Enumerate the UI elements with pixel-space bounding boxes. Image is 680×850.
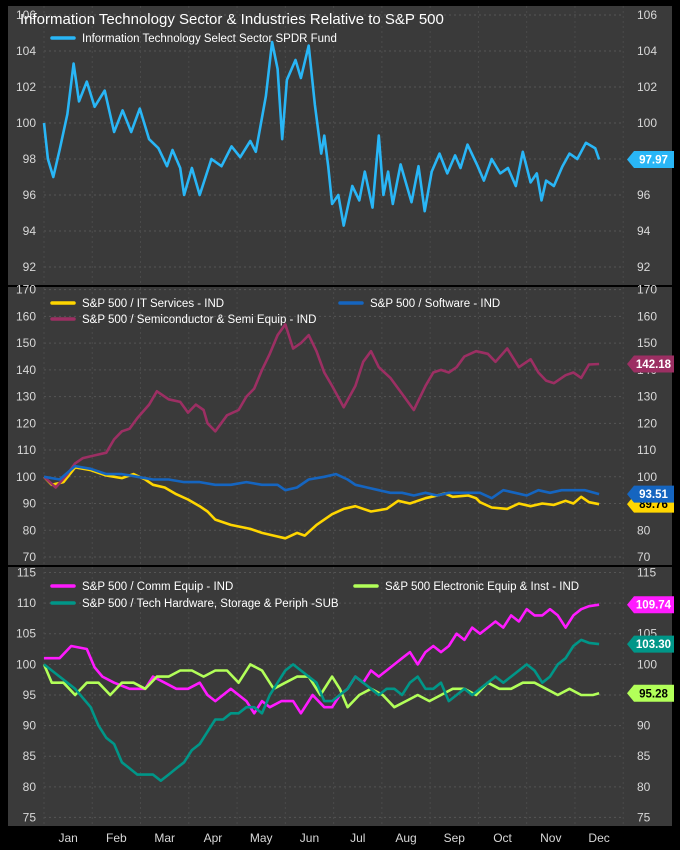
panel-2-background xyxy=(8,287,672,565)
y-tick-label-right: 150 xyxy=(637,336,657,350)
end-value-badge xyxy=(627,596,674,614)
y-tick-label-left: 120 xyxy=(16,416,36,430)
y-tick-label-right: 170 xyxy=(637,283,657,297)
y-tick-label-right: 100 xyxy=(637,116,657,130)
y-tick-label-left: 70 xyxy=(23,550,37,564)
x-tick-label-mar: Mar xyxy=(154,831,175,845)
x-tick-label-jan: Jan xyxy=(58,831,77,845)
y-tick-label-left: 75 xyxy=(23,810,37,824)
y-tick-label-left: 110 xyxy=(17,443,36,457)
y-tick-label-right: 100 xyxy=(637,657,657,671)
x-tick-label-jul: Jul xyxy=(350,831,365,845)
y-tick-label-left: 104 xyxy=(16,44,36,58)
x-tick-label-aug: Aug xyxy=(395,831,416,845)
y-tick-label-right: 106 xyxy=(637,8,657,22)
y-tick-label-right: 94 xyxy=(637,224,651,238)
y-tick-label-left: 110 xyxy=(17,596,36,610)
panel-1-background xyxy=(8,6,672,285)
x-tick-label-nov: Nov xyxy=(540,831,561,845)
y-tick-label-left: 85 xyxy=(23,749,37,763)
y-tick-label-left: 94 xyxy=(23,224,37,238)
y-tick-label-left: 150 xyxy=(16,336,36,350)
y-tick-label-left: 98 xyxy=(23,152,37,166)
x-tick-label-apr: Apr xyxy=(204,831,223,845)
y-tick-label-right: 102 xyxy=(637,80,657,94)
y-tick-label-right: 104 xyxy=(637,44,657,58)
x-tick-label-feb: Feb xyxy=(106,831,127,845)
legend-item-information-technology-select-sector-spdr-fund: Information Technology Select Sector SPD… xyxy=(82,33,337,45)
y-tick-label-left: 80 xyxy=(23,523,37,537)
y-tick-label-left: 96 xyxy=(23,188,37,202)
x-tick-label-sep: Sep xyxy=(444,831,466,845)
end-value-badge xyxy=(627,355,674,373)
end-value-badge xyxy=(627,635,674,653)
y-tick-label-left: 130 xyxy=(16,390,36,404)
y-tick-label-left: 105 xyxy=(16,627,36,641)
legend-item-s-p-500-it-services-ind: S&P 500 / IT Services - IND xyxy=(82,298,224,310)
y-tick-label-right: 92 xyxy=(637,260,651,274)
y-tick-label-right: 120 xyxy=(637,416,657,430)
y-tick-label-right: 90 xyxy=(637,719,651,733)
series-line-s-p-500-electronic-equip-inst-ind xyxy=(42,663,600,709)
y-tick-label-left: 140 xyxy=(16,363,36,377)
series-line-information-technology-select-sector-spdr-fund xyxy=(42,40,601,227)
end-value-label: 142.18 xyxy=(636,359,672,371)
series-line-s-p-500-tech-hardware-storage-periph-sub xyxy=(43,638,600,782)
chart-title: Information Technology Sector & Industri… xyxy=(20,11,444,28)
y-tick-label-right: 75 xyxy=(637,810,651,824)
y-tick-label-left: 106 xyxy=(16,8,36,22)
legend-item-s-p-500-comm-equip-ind: S&P 500 / Comm Equip - IND xyxy=(82,581,233,593)
y-tick-label-left: 100 xyxy=(16,657,36,671)
end-value-badge xyxy=(627,151,674,169)
y-tick-label-left: 95 xyxy=(23,688,37,702)
y-tick-label-left: 90 xyxy=(23,719,37,733)
y-tick-label-left: 170 xyxy=(16,283,36,297)
y-tick-label-left: 80 xyxy=(23,780,37,794)
end-value-label: 97.97 xyxy=(639,155,668,167)
y-tick-label-right: 115 xyxy=(637,566,656,580)
end-value-label: 109.74 xyxy=(636,600,672,612)
series-line-s-p-500-software-ind xyxy=(43,464,600,500)
y-tick-label-right: 85 xyxy=(637,749,651,763)
y-tick-label-left: 115 xyxy=(17,566,36,580)
y-tick-label-left: 90 xyxy=(23,497,37,511)
y-tick-label-left: 92 xyxy=(23,260,37,274)
legend-item-s-p-500-software-ind: S&P 500 / Software - IND xyxy=(370,298,500,310)
series-line-s-p-500-it-services-ind xyxy=(43,466,600,540)
x-tick-label-oct: Oct xyxy=(493,831,512,845)
x-tick-label-may: May xyxy=(250,831,273,845)
y-tick-label-right: 80 xyxy=(637,780,651,794)
y-tick-label-left: 100 xyxy=(16,116,36,130)
x-tick-label-dec: Dec xyxy=(588,831,609,845)
y-tick-label-right: 130 xyxy=(637,390,657,404)
y-tick-label-right: 160 xyxy=(637,309,657,323)
series-line-s-p-500-semiconductor-semi-equip-ind xyxy=(43,323,600,489)
y-tick-label-right: 96 xyxy=(637,188,651,202)
y-tick-label-right: 100 xyxy=(637,470,657,484)
y-tick-label-left: 102 xyxy=(16,80,36,94)
y-tick-label-left: 100 xyxy=(16,470,36,484)
end-value-label: 103.30 xyxy=(636,639,671,651)
x-tick-label-jun: Jun xyxy=(300,831,319,845)
y-tick-label-right: 80 xyxy=(637,523,651,537)
end-value-label: 95.28 xyxy=(639,688,668,700)
y-tick-label-left: 160 xyxy=(16,309,36,323)
legend-item-s-p-500-semiconductor-semi-equip-ind: S&P 500 / Semiconductor & Semi Equip - I… xyxy=(82,314,316,326)
legend-item-s-p-500-tech-hardware-storage-periph-sub: S&P 500 / Tech Hardware, Storage & Perip… xyxy=(82,598,339,610)
end-value-badge xyxy=(627,485,674,503)
y-tick-label-right: 110 xyxy=(637,443,656,457)
end-value-badge xyxy=(627,684,674,702)
y-tick-label-right: 70 xyxy=(637,550,651,564)
legend-item-s-p-500-electronic-equip-inst-ind: S&P 500 Electronic Equip & Inst - IND xyxy=(385,581,579,593)
end-value-label: 93.51 xyxy=(639,489,668,501)
